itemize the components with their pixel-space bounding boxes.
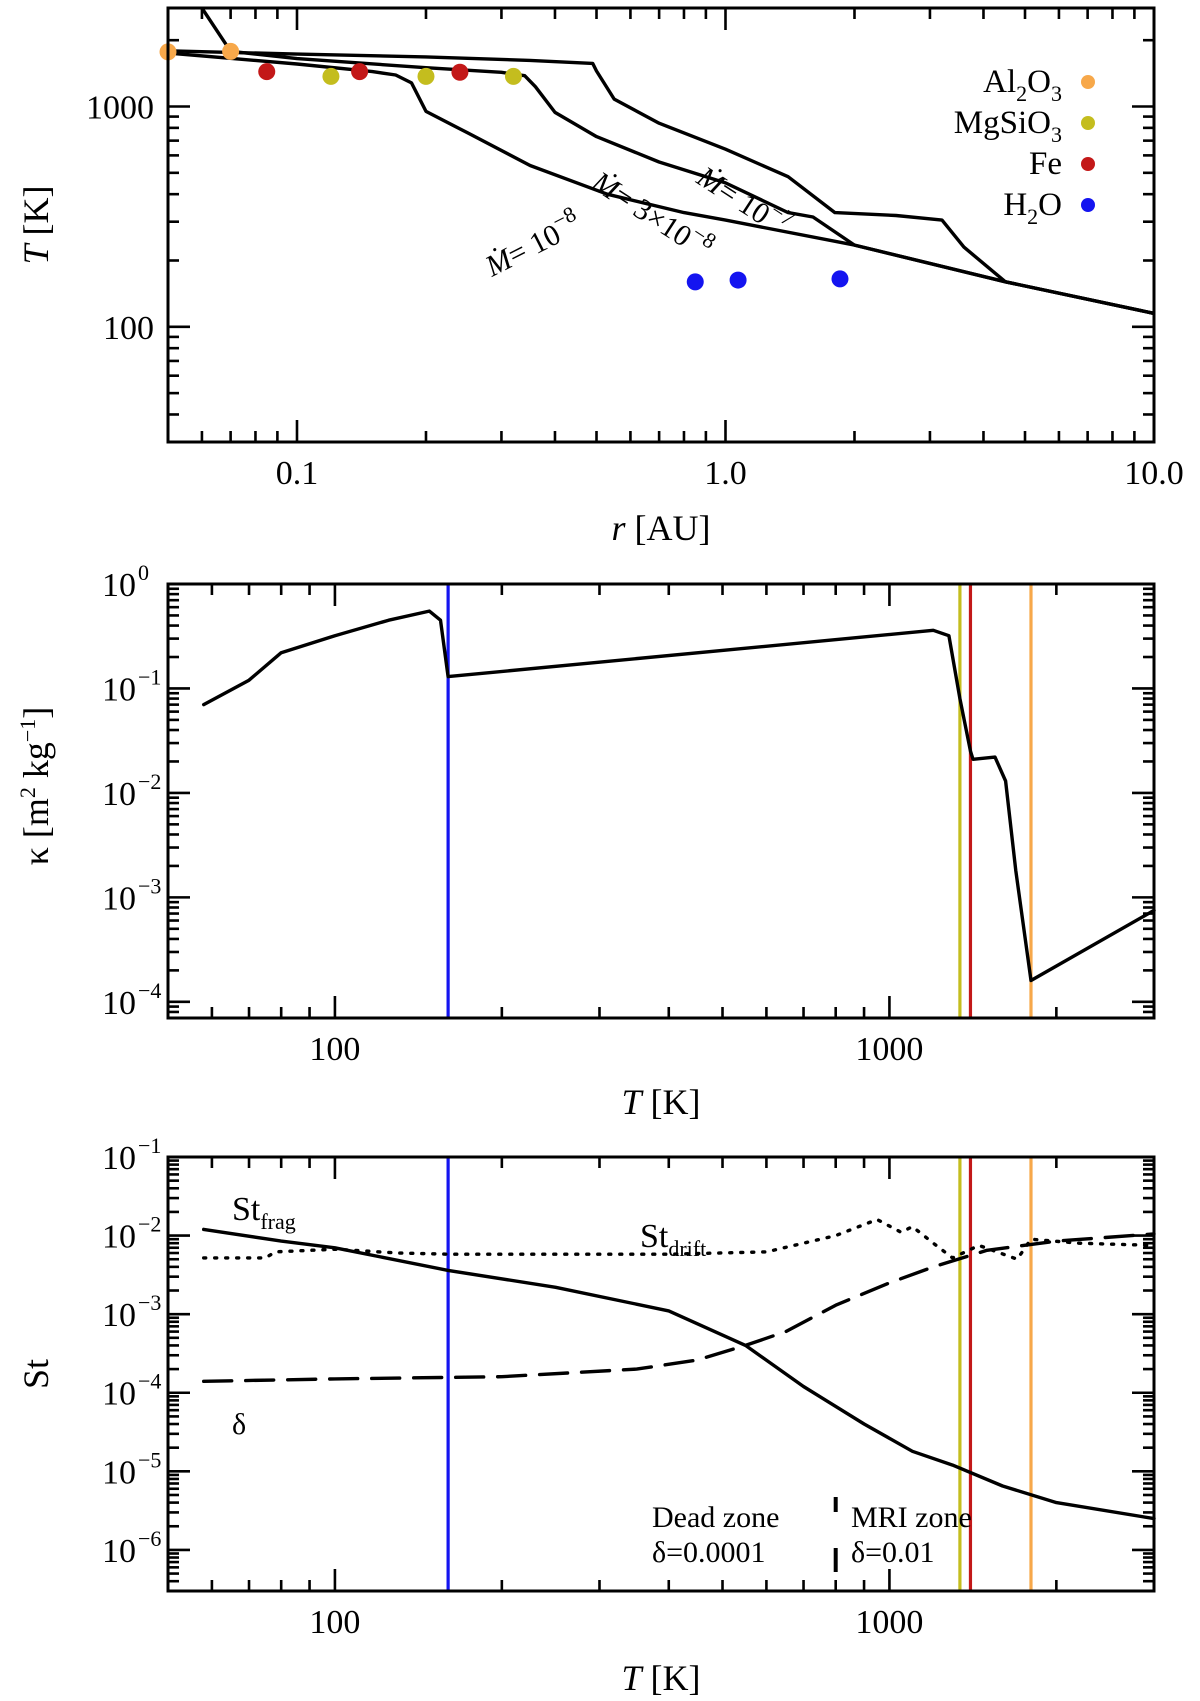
p3-y-tick-exp-4: −5 — [138, 1447, 161, 1472]
p1-marker-fe-2 — [258, 63, 276, 81]
p2-y-tick-exp-2: −2 — [138, 769, 161, 794]
p3-curves — [202, 1217, 1156, 1521]
p1-marker-h2o-8 — [686, 273, 704, 291]
label-st-drift: Stdrift — [640, 1218, 706, 1261]
p2-y-tick-label-4: 10 — [102, 985, 136, 1022]
p2-condensation-lines — [446, 584, 1033, 1018]
p2-y-tick-label-0: 10 — [102, 567, 136, 604]
p3-y-tick-exp-3: −4 — [138, 1369, 161, 1394]
p3-x-axis-label: T [K] — [621, 1658, 700, 1698]
p1-y-axis-label: T [K] — [16, 185, 56, 264]
legend-label-al2o3: Al2O3 — [983, 64, 1062, 106]
p3-curve-st-drift — [202, 1217, 1156, 1261]
p2-y-tick-label-2: 10 — [102, 776, 136, 813]
p1-curve-1 — [200, 8, 1154, 316]
p2-y-tick-label-3: 10 — [102, 880, 136, 917]
p1-x-tick-label-0: 0.1 — [276, 455, 319, 492]
p2-curves — [202, 609, 1156, 983]
legend-marker-fe — [1081, 157, 1095, 171]
p1-x-tick-label-2: 10.0 — [1124, 455, 1184, 492]
p3-y-tick-exp-2: −3 — [138, 1290, 161, 1315]
legend-label-mgsio3: MgSiO3 — [954, 105, 1062, 147]
p1-x-tick-label-1: 1.0 — [704, 455, 747, 492]
p3-y-tick-exp-1: −2 — [138, 1212, 161, 1237]
legend-marker-h2o — [1081, 198, 1095, 212]
p3-x-tick-label-0: 100 — [309, 1604, 360, 1641]
legend-marker-mgsio3 — [1081, 116, 1095, 130]
p1-marker-fe-4 — [351, 63, 369, 81]
p3-y-tick-exp-0: −1 — [138, 1133, 161, 1158]
p3-y-tick-label-3: 10 — [102, 1376, 136, 1413]
p1-curve-2 — [168, 49, 1154, 316]
p2-y-axis-label: κ [m2 kg−1] — [15, 707, 56, 866]
mri-zone-delta: δ=0.01 — [851, 1536, 935, 1569]
p1-marker-h2o-9 — [729, 271, 747, 289]
p2-y-tick-exp-4: −4 — [138, 978, 161, 1003]
dead-zone-label: Dead zone — [652, 1501, 779, 1534]
p1-marker-mgsio3-7 — [504, 67, 522, 85]
p2-x-axis-label: T [K] — [621, 1082, 700, 1122]
p1-marker-mgsio3-3 — [322, 67, 340, 85]
p2-axes-frame — [166, 582, 1156, 1020]
p2-y-tick-exp-1: −1 — [138, 664, 161, 689]
p2-y-tick-exp-3: −3 — [138, 873, 161, 898]
p3-y-tick-label-0: 10 — [102, 1140, 136, 1177]
legend-label-fe: Fe — [1029, 146, 1062, 182]
legend-marker-al2o3 — [1081, 75, 1095, 89]
p3-y-tick-label-2: 10 — [102, 1297, 136, 1334]
label-mdot-1e-8: Ṁ= 10−8 — [476, 201, 587, 284]
p3-condensation-lines — [446, 1157, 1033, 1591]
p1-y-tick-label-1: 1000 — [86, 90, 154, 127]
p3-curve-delta — [202, 1232, 1156, 1383]
p3-x-tick-label-1: 1000 — [855, 1604, 923, 1641]
p1-condensation-markers — [159, 42, 849, 291]
p1-axes-frame — [166, 6, 1156, 444]
p3-curve-st-frag — [202, 1227, 1156, 1521]
dead-zone-delta: δ=0.0001 — [652, 1536, 766, 1569]
p1-legend: Al2O3 MgSiO3 Fe H2O — [954, 64, 1095, 229]
label-delta: δ — [232, 1408, 246, 1441]
p2-y-tick-label-1: 10 — [102, 671, 136, 708]
p1-marker-mgsio3-5 — [417, 67, 435, 85]
p3-y-axis-label: St — [16, 1359, 56, 1389]
p2-tick-marks — [166, 582, 1156, 1020]
p3-y-tick-label-5: 10 — [102, 1533, 136, 1570]
p2-x-tick-label-0: 100 — [309, 1031, 360, 1068]
mri-zone-label: MRI zone — [851, 1501, 972, 1534]
p2-y-tick-exp-0: 0 — [138, 560, 149, 585]
label-st-frag: Stfrag — [232, 1191, 296, 1234]
p3-y-tick-label-4: 10 — [102, 1454, 136, 1491]
p2-x-tick-label-1: 1000 — [855, 1031, 923, 1068]
p1-tick-labels: 0.1 1.0 10.0 100 1000 — [86, 90, 1184, 492]
p1-curves — [168, 8, 1154, 316]
p1-marker-al2o3-1 — [222, 42, 240, 60]
p1-y-tick-label-0: 100 — [103, 310, 154, 347]
zone-annotation: Dead zone δ=0.0001 MRI zone δ=0.01 — [652, 1497, 972, 1572]
p3-y-tick-label-1: 10 — [102, 1219, 136, 1256]
p2-curve-opacity — [202, 609, 1156, 983]
p1-curve-0 — [168, 51, 1154, 316]
p3-y-tick-exp-5: −6 — [138, 1526, 161, 1551]
p1-marker-fe-6 — [451, 63, 469, 81]
p3-axes-frame — [166, 1155, 1156, 1593]
p1-x-axis-label: r [AU] — [612, 508, 711, 548]
legend-label-h2o: H2O — [1003, 187, 1062, 229]
p1-marker-h2o-10 — [831, 270, 849, 288]
